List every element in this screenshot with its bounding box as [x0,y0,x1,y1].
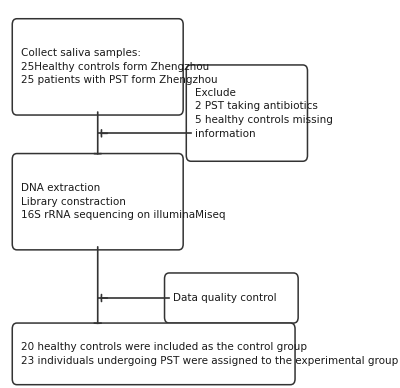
Text: Collect saliva samples:
25Healthy controls form Zhengzhou
25 patients with PST f: Collect saliva samples: 25Healthy contro… [21,48,217,85]
FancyBboxPatch shape [164,273,298,323]
Text: 20 healthy controls were included as the control group
23 individuals undergoing: 20 healthy controls were included as the… [21,342,398,365]
FancyBboxPatch shape [12,154,183,250]
FancyBboxPatch shape [12,19,183,115]
Text: DNA extraction
Library constraction
16S rRNA sequencing on illuminaMiseq: DNA extraction Library constraction 16S … [21,183,225,220]
FancyBboxPatch shape [12,323,295,385]
Text: Exclude
2 PST taking antibiotics
5 healthy controls missing
information: Exclude 2 PST taking antibiotics 5 healt… [195,88,332,139]
FancyBboxPatch shape [186,65,308,161]
Text: Data quality control: Data quality control [173,293,276,303]
